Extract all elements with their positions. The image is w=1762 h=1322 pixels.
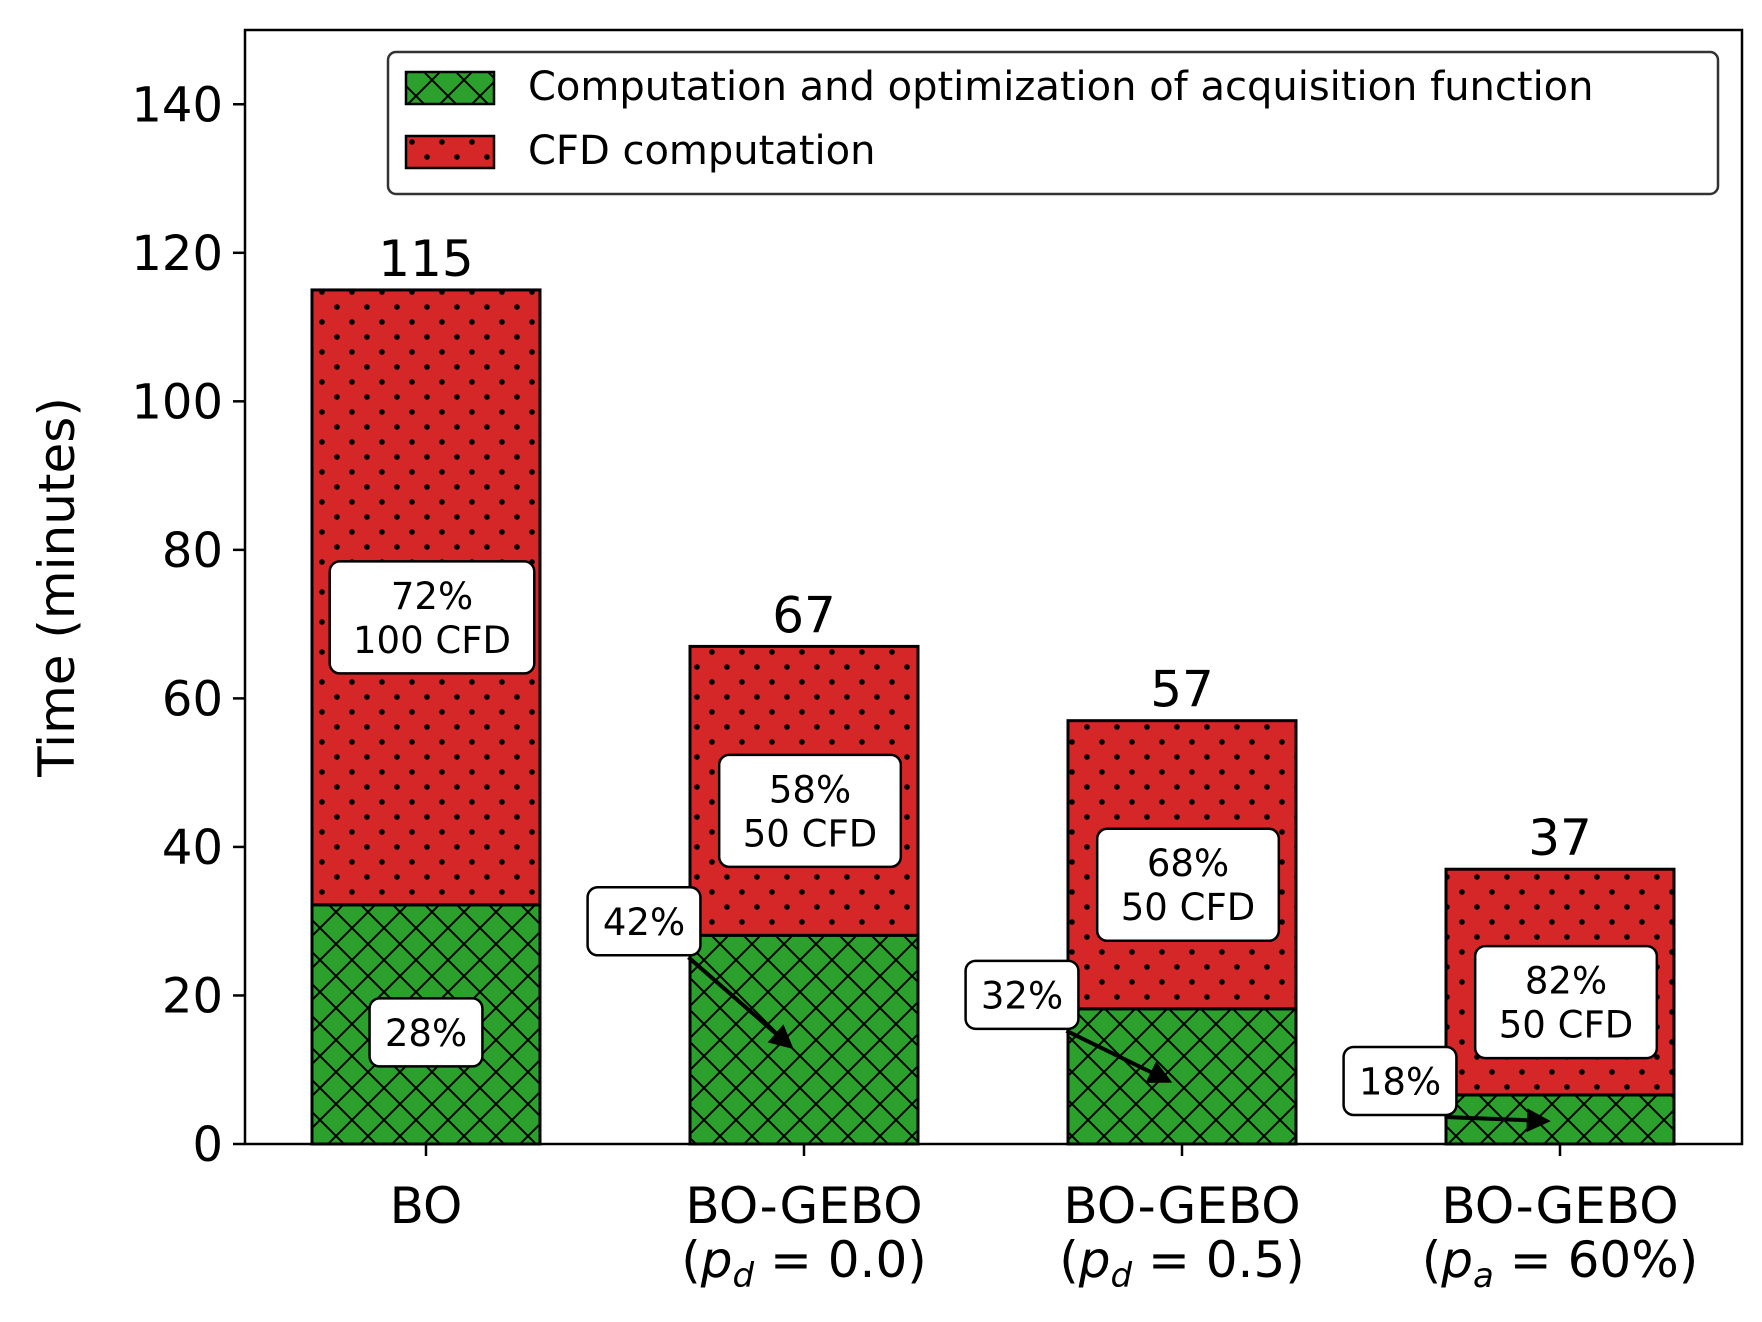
bar-total-label: 67 [772, 586, 836, 644]
annotation-text: 50 CFD [743, 812, 877, 855]
y-tick-label: 140 [131, 77, 223, 133]
annotation-text: 32% [981, 974, 1063, 1017]
y-tick-label: 0 [192, 1117, 223, 1173]
annotation-box [1473, 944, 1659, 1060]
legend-entry-0: Computation and optimization of acquisit… [404, 64, 1594, 110]
bar-total-label: 115 [378, 230, 473, 288]
legend-entry-1: CFD computation [404, 128, 875, 174]
x-tick-label-param: (pd = 0.0) [681, 1231, 927, 1296]
annotation-text: 68% [1147, 842, 1229, 885]
bar-hatch [690, 935, 918, 1144]
bar-total-label: 37 [1528, 809, 1592, 867]
annotation-text: 72% [391, 575, 473, 618]
legend-swatch-hatch [406, 72, 494, 104]
bar-segment-acquisition-2 [1066, 1007, 1298, 1146]
annotation-cfd-share-1: 58%50 CFD [717, 753, 903, 869]
legend-swatch-hatch [406, 136, 494, 168]
legend: Computation and optimization of acquisit… [386, 50, 1720, 196]
y-axis-label: Time (minutes) [28, 397, 86, 778]
bar-outline [1444, 867, 1676, 1097]
bar-outline [1066, 719, 1298, 1011]
bar-hatch [1068, 1008, 1296, 1144]
x-tick-label: BO-GEBO [1441, 1177, 1678, 1235]
x-tick-label: BO [390, 1177, 463, 1235]
axes-layer: 0 20 40 60 80 100 120 140 Time (minutes) BO BO-GEB… [28, 28, 1744, 1296]
annotation-text: 58% [769, 768, 851, 811]
x-tick-label: BO-GEBO [685, 1177, 922, 1235]
annotation-text: 100 CFD [353, 619, 511, 662]
annotation-cfd-share-3: 82%50 CFD [1473, 944, 1659, 1060]
bar-outline [688, 644, 920, 937]
bar-outline [310, 288, 542, 907]
annotation-box [586, 886, 702, 957]
annotation-arrow-3 [1444, 1108, 1551, 1133]
bar-segment-acquisition-1 [688, 933, 920, 1146]
annotation-box [964, 959, 1080, 1031]
x-tick-label: BO-GEBO [1063, 1177, 1300, 1235]
legend-swatch-outline [404, 134, 496, 170]
annotation-acq-share-2: 32% [964, 959, 1080, 1031]
annotation-box [1342, 1045, 1458, 1117]
annotation-box [328, 560, 536, 675]
plot-frame [243, 28, 1744, 1146]
y-tick-label: 40 [162, 820, 223, 876]
annotation-cfd-share-0: 72%100 CFD [328, 560, 536, 675]
y-tick-label: 100 [131, 374, 223, 430]
annotation-text: 28% [385, 1012, 467, 1055]
annotation-acq-share-1: 42% [586, 886, 702, 957]
legend-label: CFD computation [528, 128, 875, 174]
bar-total-label: 57 [1150, 661, 1214, 719]
x-tick-label-param: (pa = 60%) [1422, 1231, 1698, 1296]
y-tick-label: 20 [162, 968, 223, 1024]
annotation-text: 50 CFD [1121, 886, 1255, 929]
x-tick-label-param: (pd = 0.5) [1059, 1231, 1305, 1296]
legend-swatch-outline [404, 70, 496, 106]
y-tick-label: 80 [162, 523, 223, 579]
annotation-text: 50 CFD [1499, 1004, 1633, 1047]
annotation-acq-share-3: 18% [1342, 1045, 1458, 1117]
y-tick-label: 60 [162, 671, 223, 727]
annotation-box [1095, 827, 1281, 943]
annotation-arrow-2 [1065, 1029, 1173, 1083]
legend-label: Computation and optimization of acquisit… [528, 64, 1594, 110]
annotation-box [717, 753, 903, 869]
annotation-text: 18% [1359, 1060, 1441, 1103]
annotation-cfd-share-2: 68%50 CFD [1095, 827, 1281, 943]
annotation-text: 82% [1525, 960, 1607, 1003]
annotation-arrow-1 [687, 955, 794, 1050]
annotation-acq-share-0: 28% [368, 997, 484, 1068]
annotation-box [368, 997, 484, 1068]
annotation-text: 42% [603, 901, 685, 944]
y-tick-label: 120 [131, 226, 223, 282]
legend-frame [386, 50, 1720, 196]
